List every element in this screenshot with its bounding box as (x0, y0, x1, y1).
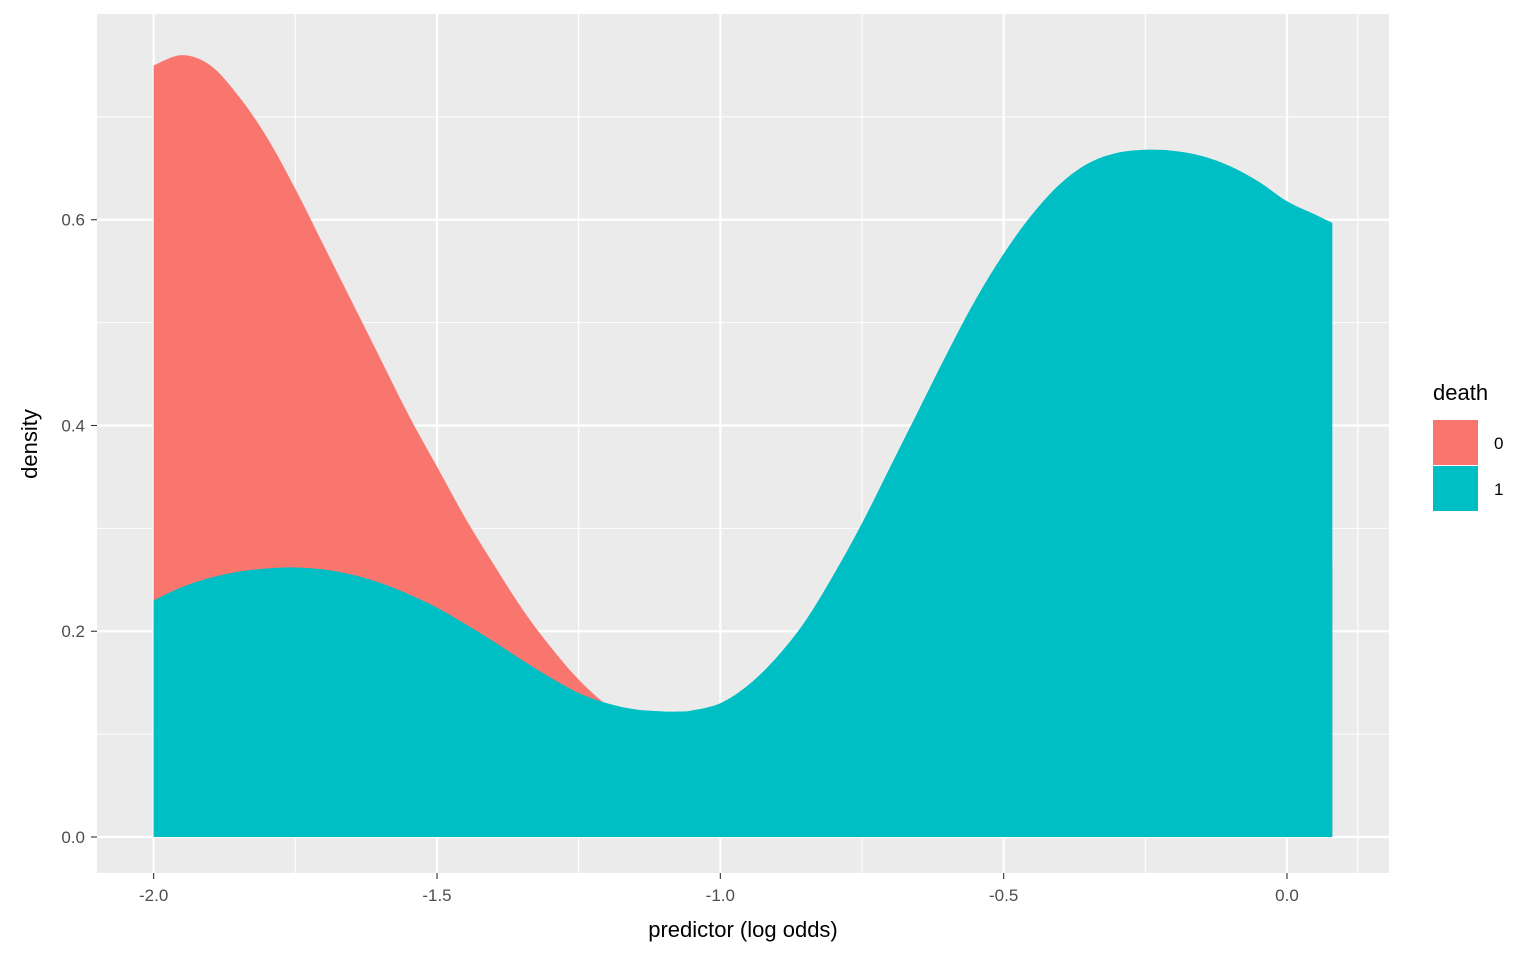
x-tick-label: -2.0 (139, 886, 168, 905)
y-tick-label: 0.4 (61, 416, 85, 435)
legend-swatch-1 (1433, 466, 1478, 511)
legend-label-1: 1 (1494, 480, 1503, 499)
x-axis-ticks: -2.0 -1.5 -1.0 -0.5 0.0 (139, 873, 1299, 905)
x-tick-label: -1.0 (706, 886, 735, 905)
x-axis-title: predictor (log odds) (648, 917, 838, 942)
legend-label-0: 0 (1494, 434, 1503, 453)
x-tick-label: -1.5 (422, 886, 451, 905)
y-axis-ticks: 0.0 0.2 0.4 0.6 (61, 211, 97, 847)
legend-title: death (1433, 380, 1488, 405)
x-tick-label: -0.5 (989, 886, 1018, 905)
y-tick-label: 0.6 (61, 211, 85, 230)
y-axis-title: density (17, 409, 42, 479)
legend-swatch-0 (1433, 420, 1478, 465)
density-areas (153, 55, 1333, 837)
y-tick-label: 0.0 (61, 828, 85, 847)
density-area-1 (153, 149, 1333, 837)
legend-items: 01 (1433, 420, 1503, 511)
y-tick-label: 0.2 (61, 622, 85, 641)
legend: death 01 (1433, 380, 1503, 511)
x-tick-label: 0.0 (1275, 886, 1299, 905)
